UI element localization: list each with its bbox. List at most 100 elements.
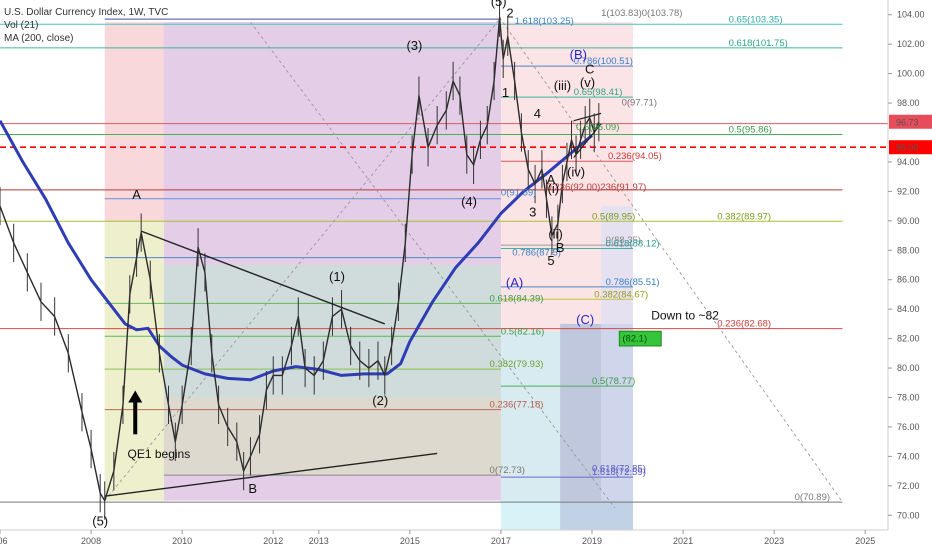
annotation-1: Down to ~82 [651, 308, 719, 322]
fib-label-16: 0.786(87.5) [512, 248, 561, 259]
fib-label-10: 0.236(92.00)236(91.97) [546, 182, 646, 193]
trend-line-1[interactable] [104, 452, 438, 497]
wave-label-7: 5 [547, 253, 554, 268]
y-tick-label-1: 102.00 [897, 39, 925, 49]
fib-label-3: 0.618(101.75) [729, 38, 788, 49]
wave-label-2: (3) [406, 38, 422, 53]
y-tick-label-0: 104.00 [897, 10, 925, 20]
fib-label-0: 1(103.83)0(103.78) [601, 8, 682, 19]
wave-label-19: (1) [329, 269, 345, 284]
fib-label-12: 0.5(89.95) [592, 212, 635, 223]
y-tick-label-5: 92.00 [897, 186, 920, 196]
wave-label-13: (iv) [567, 165, 585, 180]
target-zone-box[interactable] [618, 330, 662, 347]
x-tick-label-8: 2021 [673, 536, 693, 546]
wave-label-6: 3 [529, 204, 536, 219]
y-tick-label-7: 88.00 [897, 245, 920, 255]
wave-label-0: (5) [491, 0, 507, 9]
x-tick-label-1: 2008 [81, 536, 101, 546]
y-tick-label-14: 74.00 [897, 451, 920, 461]
vol-indicator-label[interactable]: Vol (21) [4, 20, 39, 31]
price-tag-box-1 [889, 140, 932, 155]
y-tick-label-11: 80.00 [897, 363, 920, 373]
wave-label-3: 1 [502, 85, 509, 100]
fib-label-21: 0.5(82.16) [501, 326, 544, 337]
wave-label-16: (B) [570, 47, 587, 62]
fib-label-8: 0.5(96.09) [576, 122, 619, 133]
price-tag-box-0 [889, 114, 932, 129]
fib-label-19: 0.618(84.39) [490, 293, 544, 304]
chart-legend: U.S. Dollar Currency Index, 1W, TVC Vol … [4, 6, 168, 45]
wave-label-4: 4 [534, 106, 541, 121]
x-tick-label-10: 2025 [855, 536, 875, 546]
fib-label-20: 0.236(82.68) [717, 319, 771, 330]
fib-label-25: 0(72.73) [490, 465, 525, 476]
target-zone-label: (82.1) [622, 334, 647, 345]
fib-zone-6 [500, 331, 561, 530]
wave-label-22: B [248, 481, 257, 496]
y-tick-label-16: 70.00 [897, 510, 920, 520]
x-tick-label-2: 2010 [172, 536, 192, 546]
wave-label-11: B [556, 240, 565, 255]
y-tick-label-15: 72.00 [897, 481, 920, 491]
wave-label-17: (A) [506, 275, 523, 290]
fib-label-5: 0.65(98.41) [574, 87, 623, 98]
wave-label-23: (5) [92, 514, 108, 529]
x-tick-label-3: 2012 [263, 536, 283, 546]
price-tag-label-0: 96.73 [896, 117, 919, 127]
fib-label-22: 0.382(79.93) [490, 359, 544, 370]
fib-label-27: 1.618(72.59) [592, 467, 646, 478]
x-tick-label-7: 2019 [582, 536, 602, 546]
annotation-0: QE1 begins [128, 447, 191, 461]
x-tick-label-5: 2015 [400, 536, 420, 546]
fib-label-18: 0.382(84.67) [594, 289, 648, 300]
fib-zone-8 [601, 206, 633, 501]
wave-label-20: (2) [372, 393, 388, 408]
wave-label-1: 2 [506, 6, 513, 21]
x-tick-label-9: 2023 [764, 536, 784, 546]
x-axis-panel [0, 530, 932, 550]
fib-label-26: 0.618(72.85) [592, 463, 646, 474]
x-tick-label-0: 006 [0, 536, 8, 546]
wave-label-12: (iii) [554, 78, 571, 93]
fib-label-28: 0(70.89) [795, 492, 830, 503]
price-line[interactable] [0, 17, 600, 502]
ma-indicator-label[interactable]: MA (200, close) [4, 33, 74, 44]
wave-label-14: (v) [580, 75, 595, 90]
fib-label-17: 0.786(85.51) [606, 277, 660, 288]
wave-label-18: (C) [576, 312, 594, 327]
y-tick-label-9: 84.00 [897, 304, 920, 314]
trend-line-0[interactable] [140, 230, 386, 325]
fib-label-2: 0.65(103.35) [729, 14, 783, 25]
fib-label-1: 1.618(103.25) [515, 16, 574, 27]
fib-label-23: 0.5(78.77) [592, 376, 635, 387]
y-tick-label-13: 76.00 [897, 422, 920, 432]
wave-label-10: (ii) [548, 227, 562, 242]
wave-label-8: A [547, 172, 556, 187]
fib-label-9: 0.236(94.05) [608, 151, 662, 162]
y-tick-label-3: 98.00 [897, 98, 920, 108]
trend-line-3[interactable] [573, 123, 602, 158]
trend-line-2[interactable] [573, 112, 602, 122]
fib-label-7: 0.5(95.86) [729, 125, 772, 136]
y-tick-label-6: 90.00 [897, 216, 920, 226]
fib-label-4: 0.786(100.51) [574, 56, 633, 67]
fib-label-11: 0(91.59) [501, 187, 536, 198]
fib-label-14: 0(88.35) [606, 235, 641, 246]
price-tag-label-1: 95.00 [896, 143, 919, 153]
dashed-projection-line-1 [250, 21, 616, 509]
y-tick-label-12: 78.00 [897, 393, 920, 403]
wave-label-21: A [132, 187, 141, 202]
x-tick-label-6: 2017 [491, 536, 511, 546]
y-tick-label-8: 86.00 [897, 275, 920, 285]
wave-label-5: (4) [461, 194, 477, 209]
y-tick-label-4: 94.00 [897, 157, 920, 167]
fib-label-24: 0.236(77.18) [490, 400, 544, 411]
fib-label-15: 0.618(88.12) [606, 239, 660, 250]
wave-label-9: (i) [548, 181, 560, 196]
fib-zone-5 [163, 397, 501, 476]
wave-label-15: C [585, 62, 594, 77]
fib-label-6: 0(97.71) [622, 97, 657, 108]
